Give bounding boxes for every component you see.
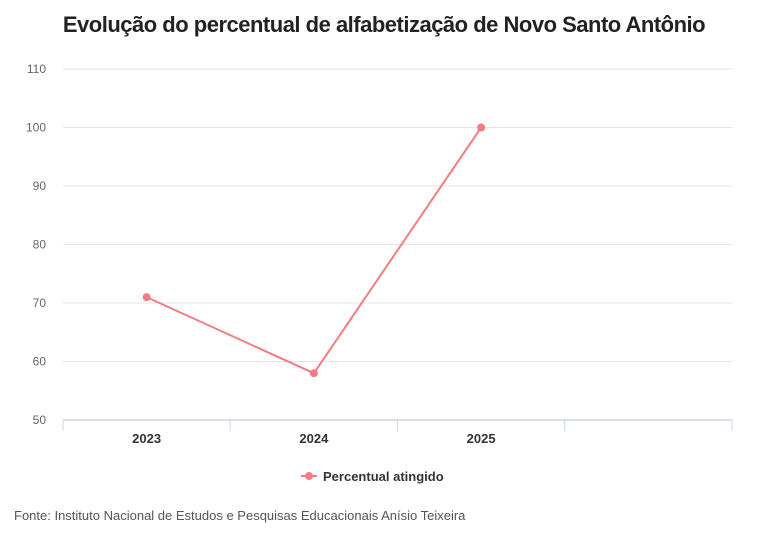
y-tick-label: 70 bbox=[33, 296, 47, 310]
line-chart: 50 60 70 80 90 100 110 2023 2024 2025 Percentual a… bbox=[26, 62, 733, 484]
x-tick-label: 2023 bbox=[132, 431, 161, 446]
data-point bbox=[477, 123, 486, 132]
y-tick-label: 100 bbox=[26, 121, 46, 135]
x-tick-label: 2025 bbox=[467, 431, 496, 446]
data-point bbox=[309, 369, 318, 378]
x-tick-label: 2024 bbox=[299, 431, 329, 446]
source-note: Fonte: Instituto Nacional de Estudos e P… bbox=[14, 508, 466, 523]
y-tick-label: 50 bbox=[33, 413, 47, 427]
series-line bbox=[146, 126, 482, 375]
y-tick-label: 90 bbox=[33, 179, 47, 193]
y-tick-label: 80 bbox=[33, 238, 47, 252]
data-point bbox=[142, 293, 151, 302]
y-tick-label: 110 bbox=[27, 62, 46, 76]
legend-label: Percentual atingido bbox=[323, 469, 444, 484]
legend-marker-icon bbox=[305, 472, 313, 480]
y-tick-label: 60 bbox=[33, 355, 47, 369]
chart-title: Evolução do percentual de alfabetização … bbox=[62, 12, 706, 37]
